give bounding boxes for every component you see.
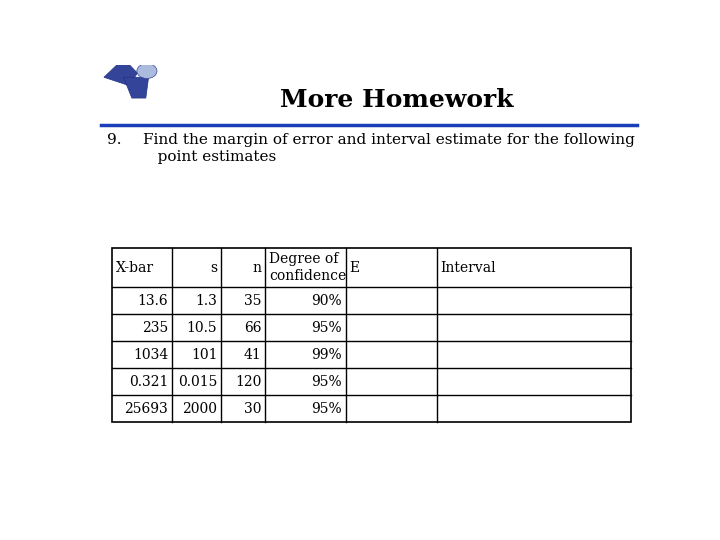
Text: Interval: Interval	[441, 260, 496, 274]
Text: 95%: 95%	[311, 402, 342, 416]
Text: 235: 235	[142, 321, 168, 335]
Polygon shape	[104, 58, 138, 85]
Text: 95%: 95%	[311, 375, 342, 389]
Text: Find the margin of error and interval estimate for the following
   point estima: Find the margin of error and interval es…	[143, 133, 635, 164]
Bar	[112, 248, 631, 422]
Text: ✦: ✦	[131, 77, 138, 86]
Text: 9.: 9.	[107, 133, 121, 147]
Text: 95%: 95%	[311, 321, 342, 335]
Circle shape	[137, 64, 157, 78]
Text: s: s	[210, 260, 217, 274]
Text: 0.015: 0.015	[178, 375, 217, 389]
Text: 101: 101	[191, 348, 217, 362]
Text: 2000: 2000	[182, 402, 217, 416]
Text: 41: 41	[244, 348, 261, 362]
Text: 90%: 90%	[311, 294, 342, 308]
Text: 13.6: 13.6	[138, 294, 168, 308]
Text: 10.5: 10.5	[186, 321, 217, 335]
Text: 30: 30	[244, 402, 261, 416]
Text: 99%: 99%	[311, 348, 342, 362]
Text: 25693: 25693	[125, 402, 168, 416]
Text: 1034: 1034	[133, 348, 168, 362]
Text: 35: 35	[244, 294, 261, 308]
Polygon shape	[124, 77, 148, 98]
Text: More Homework: More Homework	[280, 87, 513, 112]
Text: 120: 120	[235, 375, 261, 389]
Text: 0.321: 0.321	[129, 375, 168, 389]
Text: 66: 66	[244, 321, 261, 335]
Text: n: n	[253, 260, 261, 274]
Text: 1.3: 1.3	[196, 294, 217, 308]
Text: E: E	[350, 260, 360, 274]
Text: Degree of
confidence: Degree of confidence	[269, 252, 346, 282]
Text: X-bar: X-bar	[116, 260, 154, 274]
